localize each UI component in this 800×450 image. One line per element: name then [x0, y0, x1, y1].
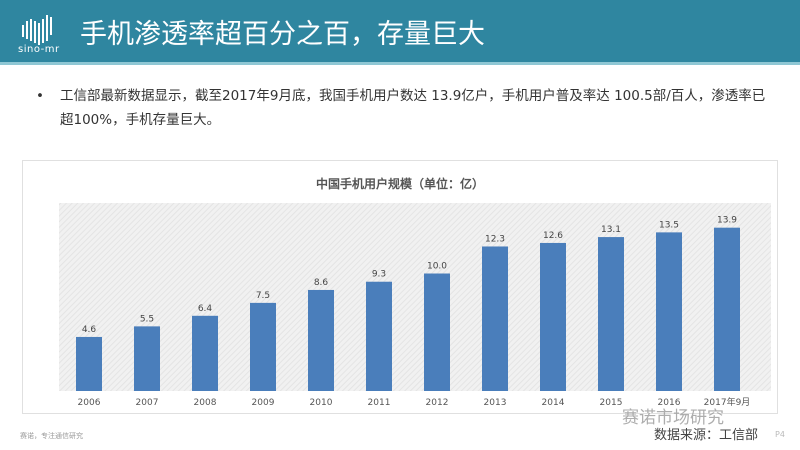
data-label: 8.6 — [314, 278, 329, 288]
bar-2014 — [540, 242, 566, 391]
bar-chart: 4.6 2006 5.5 2007 6.4 2008 7.5 2009 8.6 2010 9.3 20… — [59, 203, 771, 408]
bar-2007 — [134, 326, 160, 391]
x-tick-label: 2011 — [368, 398, 391, 408]
footer-text: 赛诺，专注通信研究 — [20, 432, 83, 440]
chart-container: 中国手机用户规模（单位：亿） 4.6 2006 5.5 2007 6.4 2008 7.5 2… — [22, 160, 778, 414]
slide-title: 手机渗透率超百分之百，存量巨大 — [80, 19, 485, 50]
chart-title: 中国手机用户规模（单位：亿） — [315, 177, 484, 191]
bullet-text: 工信部最新数据显示，截至2017年9月底，我国手机用户数达 13.9亿户，手机用… — [60, 88, 766, 128]
data-label: 9.3 — [372, 270, 386, 280]
bar-2013 — [482, 246, 508, 391]
x-tick-label: 2012 — [426, 398, 449, 408]
data-label: 4.6 — [82, 325, 97, 335]
china-map-logo-icon — [22, 15, 52, 45]
data-label: 6.4 — [198, 304, 213, 314]
bar-2010 — [308, 289, 334, 391]
x-tick-label: 2010 — [310, 398, 333, 408]
data-label: 12.6 — [543, 231, 563, 241]
bar-2016 — [656, 232, 682, 391]
bar-2008 — [192, 315, 218, 391]
x-tick-label: 2006 — [78, 398, 101, 408]
x-tick-label: 2017年9月 — [704, 396, 751, 408]
data-label: 13.5 — [659, 220, 679, 230]
data-label: 10.0 — [427, 262, 447, 272]
data-source: 数据来源：工信部 — [654, 428, 759, 443]
x-tick-label: 2009 — [252, 398, 275, 408]
data-label: 5.5 — [140, 314, 154, 324]
bar-2006 — [76, 336, 102, 391]
x-tick-label: 2013 — [484, 398, 507, 408]
data-label: 13.9 — [717, 216, 737, 226]
bullet-marker: • — [36, 88, 44, 104]
x-tick-label: 2016 — [658, 398, 681, 408]
header-bar: sino-mr 手机渗透率超百分之百，存量巨大 — [0, 0, 800, 65]
bar-2012 — [424, 273, 450, 391]
x-tick-label: 2014 — [542, 398, 565, 408]
plot-background — [59, 203, 771, 391]
logo-text: sino-mr — [18, 44, 60, 55]
data-label: 7.5 — [256, 291, 270, 301]
bar-2015 — [598, 237, 624, 391]
wechat-watermark: 赛诺市场研究 — [622, 408, 724, 428]
bullet-point: • 工信部最新数据显示，截至2017年9月底，我国手机用户数达 13.9亿户，手… — [36, 84, 778, 132]
x-tick-label: 2008 — [194, 398, 217, 408]
x-tick-label: 2007 — [136, 398, 159, 408]
bar-2011 — [366, 281, 392, 391]
bar-2009 — [250, 302, 276, 391]
bar-2017年9月 — [714, 227, 740, 391]
x-tick-label: 2015 — [600, 398, 623, 408]
data-label: 12.3 — [485, 234, 505, 244]
page-number: P4 — [775, 430, 785, 439]
data-label: 13.1 — [601, 225, 621, 235]
